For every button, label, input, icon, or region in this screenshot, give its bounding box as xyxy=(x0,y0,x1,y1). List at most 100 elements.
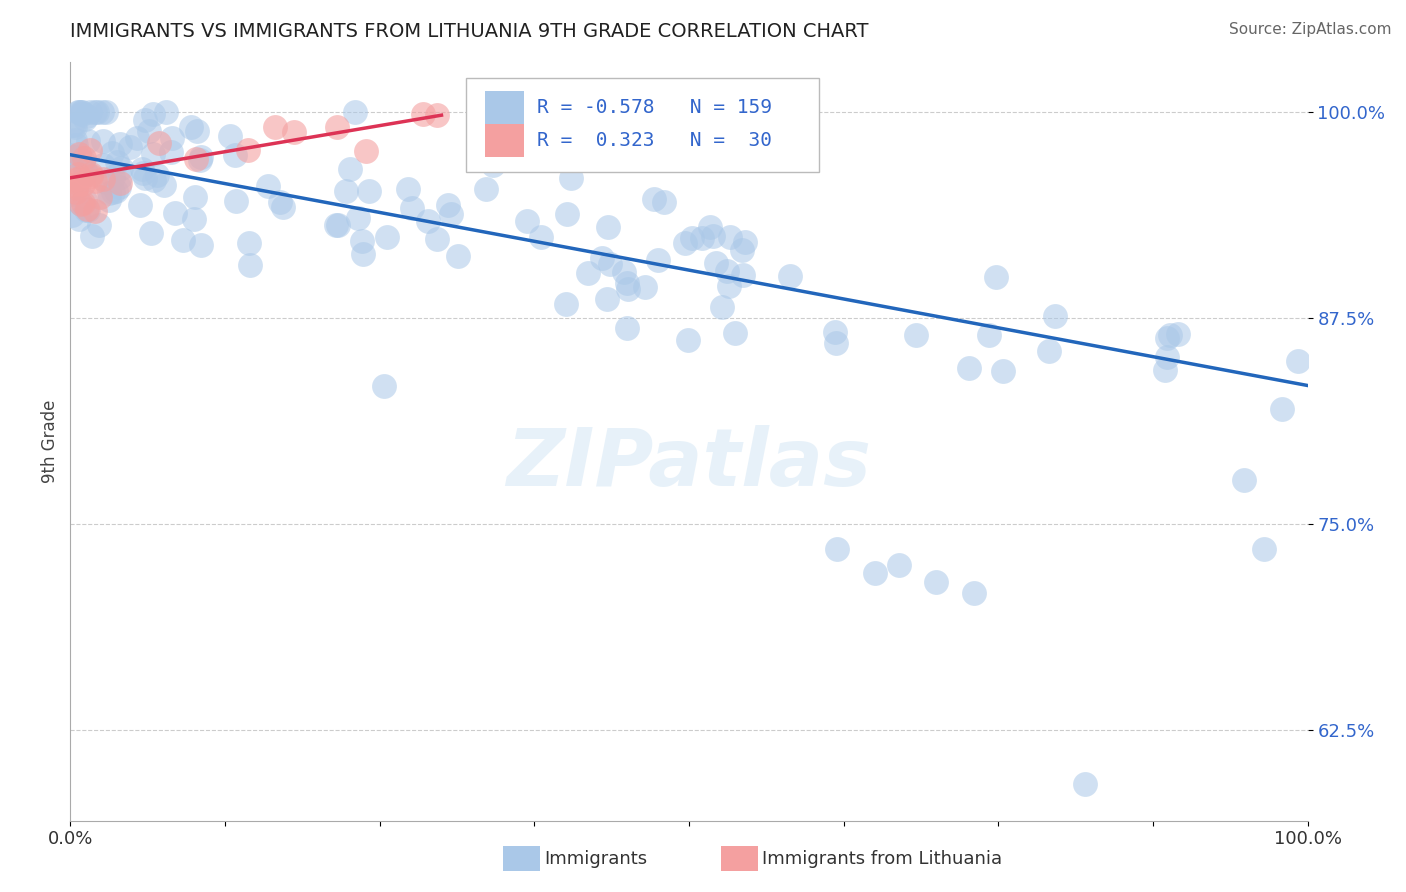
Point xyxy=(190,238,212,252)
Text: ZIPatlas: ZIPatlas xyxy=(506,425,872,503)
Point xyxy=(165,206,187,220)
Point xyxy=(186,124,208,138)
Point xyxy=(134,171,156,186)
Point xyxy=(1286,354,1309,368)
Point xyxy=(676,333,699,347)
Point xyxy=(65,172,87,186)
Point xyxy=(90,104,112,119)
Point xyxy=(1043,309,1066,323)
Point xyxy=(82,228,104,243)
Point xyxy=(647,252,669,267)
Point xyxy=(398,182,420,196)
Point xyxy=(225,194,247,208)
Point xyxy=(79,104,101,119)
Point xyxy=(72,177,94,191)
Point xyxy=(699,220,721,235)
Point xyxy=(66,104,89,119)
Point xyxy=(75,112,97,127)
Point xyxy=(690,231,713,245)
Point xyxy=(827,541,849,556)
Point xyxy=(375,230,398,244)
Point xyxy=(83,174,105,188)
Point xyxy=(73,151,96,165)
Point xyxy=(183,211,205,226)
Point xyxy=(76,202,98,217)
Point xyxy=(72,153,94,168)
Point xyxy=(962,586,984,600)
Point xyxy=(75,166,97,180)
Point xyxy=(354,144,377,158)
Point xyxy=(596,293,619,307)
Point xyxy=(160,145,183,160)
Point xyxy=(143,172,166,186)
Point xyxy=(60,186,83,201)
Point xyxy=(643,192,665,206)
Point xyxy=(73,163,96,178)
Point xyxy=(132,166,155,180)
FancyBboxPatch shape xyxy=(485,124,524,157)
Point xyxy=(269,194,291,209)
Text: Source: ZipAtlas.com: Source: ZipAtlas.com xyxy=(1229,22,1392,37)
Point xyxy=(69,197,91,211)
Point xyxy=(238,144,260,158)
Point xyxy=(63,133,86,147)
Point xyxy=(96,176,118,190)
Point xyxy=(616,276,638,290)
Text: Immigrants: Immigrants xyxy=(544,850,647,868)
Text: Immigrants from Lithuania: Immigrants from Lithuania xyxy=(762,850,1002,868)
Point xyxy=(401,201,423,215)
Point xyxy=(60,118,83,132)
Point xyxy=(224,148,246,162)
Point xyxy=(613,265,636,279)
Point xyxy=(1167,326,1189,341)
Point xyxy=(70,104,93,119)
Point xyxy=(138,124,160,138)
Point xyxy=(104,184,127,198)
Point xyxy=(67,167,90,181)
Point xyxy=(1038,343,1060,358)
Point xyxy=(75,202,97,217)
Point xyxy=(1271,401,1294,416)
Point xyxy=(734,235,756,249)
Point xyxy=(724,326,747,340)
Point xyxy=(1074,777,1097,791)
Point xyxy=(69,170,91,185)
Point xyxy=(326,120,349,134)
Point xyxy=(70,107,93,121)
Point xyxy=(84,203,107,218)
Point xyxy=(702,229,724,244)
Text: R = -0.578   N = 159: R = -0.578 N = 159 xyxy=(537,98,772,118)
Point xyxy=(599,257,621,271)
Point xyxy=(238,236,260,251)
Point xyxy=(283,125,305,139)
Point xyxy=(733,268,755,282)
Point xyxy=(180,120,202,134)
Point xyxy=(145,168,167,182)
Point xyxy=(598,220,620,235)
Point xyxy=(100,146,122,161)
Point xyxy=(439,207,461,221)
Point xyxy=(142,147,165,161)
Point xyxy=(271,200,294,214)
Point xyxy=(718,229,741,244)
Point xyxy=(59,178,82,192)
Point xyxy=(1253,541,1275,556)
Point xyxy=(447,249,470,263)
Point xyxy=(1156,331,1178,345)
Point xyxy=(91,172,114,186)
Point xyxy=(325,218,347,232)
Point xyxy=(824,326,846,340)
Point xyxy=(576,266,599,280)
Point xyxy=(72,195,94,210)
Point xyxy=(475,182,498,196)
Point xyxy=(65,180,87,194)
Point xyxy=(59,155,82,169)
Point xyxy=(103,170,125,185)
Point xyxy=(190,150,212,164)
Point xyxy=(87,218,110,232)
Point xyxy=(73,193,96,207)
Point xyxy=(84,104,107,119)
Point xyxy=(76,202,98,216)
Point xyxy=(89,190,111,204)
Point xyxy=(264,120,287,134)
